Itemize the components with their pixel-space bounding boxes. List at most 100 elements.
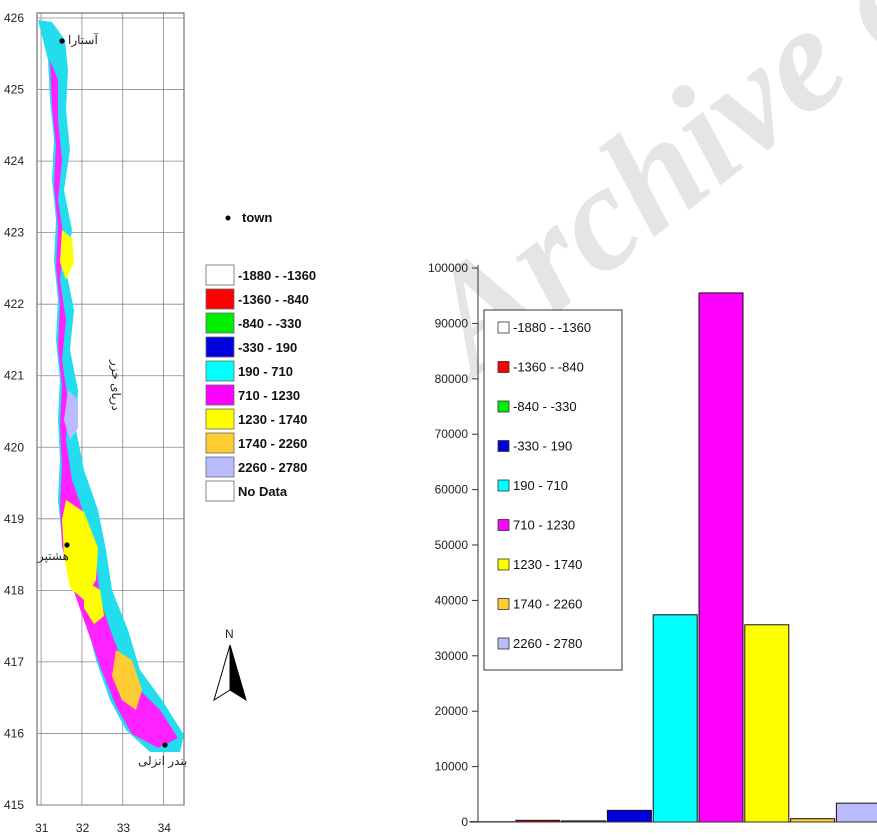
chart-legend-label: 190 - 710 <box>513 478 568 493</box>
chart-y-tick-label: 0 <box>461 815 468 829</box>
chart-bars <box>469 292 877 823</box>
chart-y-tick-label: 80000 <box>435 372 469 386</box>
chart-legend-swatch <box>497 479 510 492</box>
chart-legend-label: -840 - -330 <box>513 399 577 414</box>
watermark-text: Archive of SID <box>386 0 877 409</box>
chart-legend-label: -330 - 190 <box>513 439 572 454</box>
map-legend: town -1880 - -1360 -1360 - -840 -840 - -33… <box>205 210 316 502</box>
map-legend-label: -330 - 190 <box>238 340 297 355</box>
map-legend-label: -1880 - -1360 <box>238 268 316 283</box>
chart-legend-rows: -1880 - -1360 -1360 - -840 -840 - -330 -330… <box>497 320 591 651</box>
north-arrow-left-half <box>213 644 231 702</box>
map-legend-swatch <box>205 336 235 358</box>
chart-y-tick-label: 40000 <box>435 593 469 607</box>
map-legend-label: 190 - 710 <box>238 364 293 379</box>
chart-legend-label: 1230 - 1740 <box>513 557 582 572</box>
town-label-astara: آستارا <box>68 32 98 47</box>
map-legend-swatch <box>205 384 235 406</box>
north-arrow-right-half <box>229 644 247 702</box>
map-y-tick: 420 <box>4 440 24 454</box>
chart-legend-label: 710 - 1230 <box>513 518 575 533</box>
map-x-tick: 33 <box>117 821 131 835</box>
map-y-tick: 419 <box>4 512 24 526</box>
map-legend-swatch <box>205 432 235 454</box>
map-x-tick-labels: 31 32 33 34 <box>35 821 171 835</box>
chart-y-tick-label: 60000 <box>435 483 469 497</box>
map-legend-swatch <box>205 456 235 478</box>
chart-legend-label: 1740 - 2260 <box>513 597 582 612</box>
map-y-tick: 423 <box>4 226 24 240</box>
chart-bar <box>744 624 790 823</box>
chart-legend-swatch <box>497 361 510 373</box>
map-legend-rows: -1880 - -1360 -1360 - -840 -840 - -330 -330… <box>205 264 316 502</box>
chart-y-tick-label: 10000 <box>435 760 469 774</box>
chart-legend-label: -1880 - -1360 <box>513 320 591 335</box>
chart-bar <box>835 802 877 823</box>
land-class-lavender <box>64 390 78 440</box>
town-legend-marker <box>225 215 231 221</box>
chart-bar <box>698 292 744 823</box>
land-class-yellow-north <box>60 230 74 280</box>
map-x-tick: 31 <box>35 821 49 835</box>
chart-legend: -1880 - -1360 -1360 - -840 -840 - -330 -330… <box>483 309 623 671</box>
town-label-anzali: بندر انزلی <box>138 754 187 768</box>
town-label-hashtpar: هشتپر <box>37 549 69 563</box>
map-y-tick: 425 <box>4 83 24 97</box>
map-y-tick: 422 <box>4 297 24 311</box>
map-y-tick: 417 <box>4 655 24 669</box>
town-marker-astara <box>59 38 65 44</box>
chart-legend-swatch <box>497 637 510 650</box>
bar-chart: 0 10000 20000 30000 40000 50000 60000 70000 8000… <box>428 261 877 829</box>
chart-legend-label: -1360 - -840 <box>513 360 584 375</box>
chart-legend-swatch <box>497 598 510 610</box>
map-y-tick: 421 <box>4 369 24 383</box>
sea-label: دریای خزر <box>109 359 123 411</box>
land-class-yellow-south <box>84 580 104 624</box>
map-legend-label: -840 - -330 <box>238 316 302 331</box>
chart-legend-swatch <box>497 440 510 452</box>
chart-y-tick-label: 30000 <box>435 649 469 663</box>
map-panel: آستارا هشتپر بندر انزلی دریای خزر 426 425… <box>4 11 187 835</box>
north-arrow-label: N <box>225 627 234 641</box>
chart-legend-swatch <box>497 519 510 531</box>
land-class-orange-south <box>112 650 142 710</box>
map-y-tick: 418 <box>4 583 24 597</box>
chart-legend-label: 2260 - 2780 <box>513 636 582 651</box>
chart-y-tick-label: 70000 <box>435 427 469 441</box>
map-legend-label: 2260 - 2780 <box>238 460 307 475</box>
map-y-tick-labels: 426 425 424 423 422 421 420 419 418 417 416 415 <box>4 11 24 812</box>
map-y-tick: 415 <box>4 798 24 812</box>
map-legend-label: No Data <box>238 484 288 499</box>
map-legend-label: 710 - 1230 <box>238 388 300 403</box>
north-arrow: N <box>213 627 247 702</box>
chart-legend-swatch <box>497 558 510 571</box>
map-legend-label: 1740 - 2260 <box>238 436 307 451</box>
town-legend-label: town <box>242 210 272 225</box>
map-legend-swatch <box>205 360 235 382</box>
land-class-yellow-central <box>62 500 98 600</box>
chart-bar <box>652 614 698 823</box>
chart-y-tick-label: 50000 <box>435 538 469 552</box>
chart-bar <box>606 809 652 823</box>
map-legend-label: 1230 - 1740 <box>238 412 307 427</box>
map-x-tick: 32 <box>76 821 90 835</box>
map-legend-swatch <box>205 288 235 310</box>
map-x-tick: 34 <box>158 821 172 835</box>
map-y-tick: 426 <box>4 11 24 25</box>
chart-y-axis: 0 10000 20000 30000 40000 50000 60000 70000 8000… <box>428 261 478 829</box>
chart-legend-swatch <box>497 321 510 334</box>
town-marker-hashtpar <box>64 542 70 548</box>
chart-y-tick-label: 20000 <box>435 704 469 718</box>
town-marker-anzali <box>162 742 168 748</box>
map-legend-swatch <box>205 480 235 502</box>
chart-y-tick-label: 90000 <box>435 316 469 330</box>
map-legend-swatch <box>205 312 235 334</box>
map-legend-label: -1360 - -840 <box>238 292 309 307</box>
map-y-tick: 416 <box>4 726 24 740</box>
map-legend-swatch <box>205 264 235 286</box>
chart-y-tick-label: 100000 <box>428 261 468 275</box>
map-legend-swatch <box>205 408 235 430</box>
map-y-tick: 424 <box>4 154 24 168</box>
chart-legend-swatch <box>497 400 510 413</box>
